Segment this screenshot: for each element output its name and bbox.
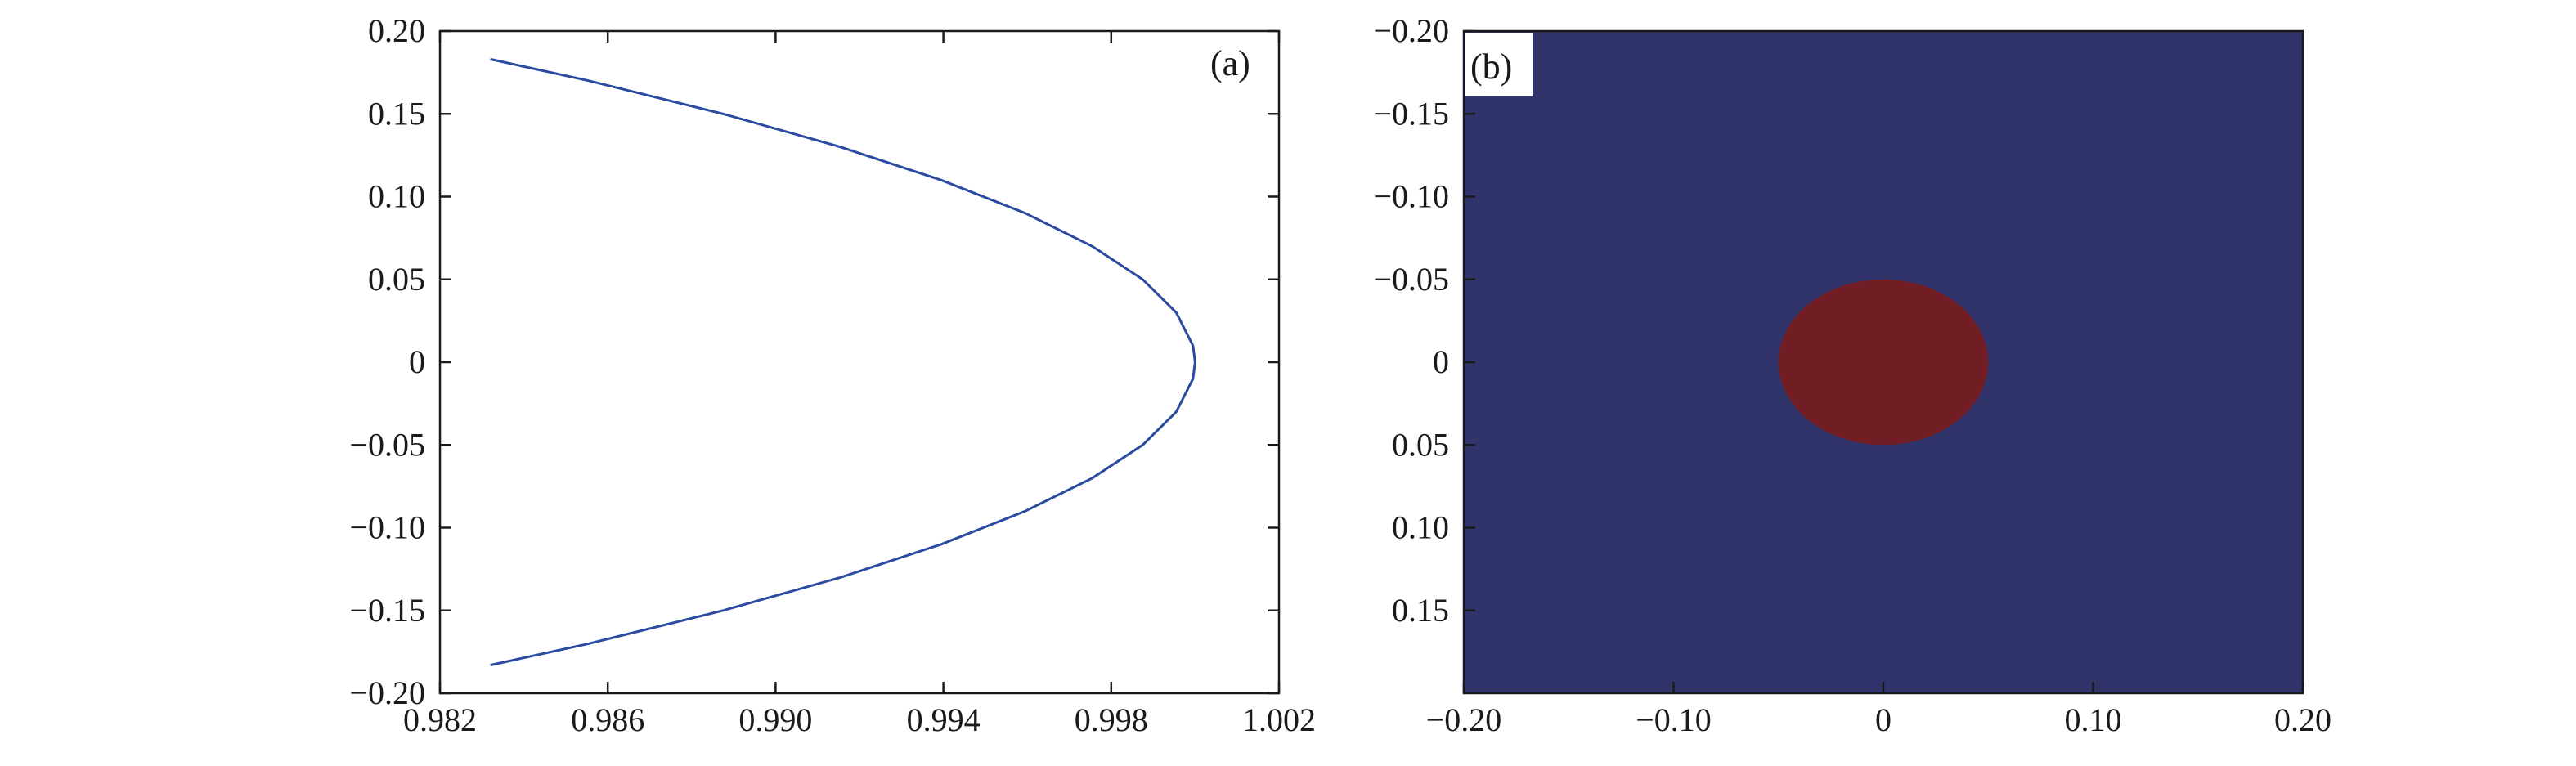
panel-b-central-region xyxy=(1778,279,1989,446)
panel-b-x-tick-label: 0.20 xyxy=(2274,701,2331,738)
panel-b-heatmap-plot: −0.20 −0.10 0 0.10 0.20 −0.20 −0.15 −0.10 −0.05… xyxy=(1373,12,2331,738)
panel-a-x-tick-label: 0.986 xyxy=(571,701,644,738)
panel-a-y-tick-label: −0.20 xyxy=(349,674,425,711)
panel-a-y-tick-label: −0.15 xyxy=(349,592,425,629)
panel-a-y-tick-label: −0.05 xyxy=(349,426,425,463)
panel-a-label: (a) xyxy=(1210,43,1250,83)
panel-b-x-axis: −0.20 −0.10 0 0.10 0.20 xyxy=(1426,682,2331,738)
panel-a-x-axis: 0.982 0.986 0.990 0.994 0.998 1.002 xyxy=(403,31,1316,738)
panel-b-y-tick-label: 0.15 xyxy=(1392,592,1449,629)
panel-b-x-tick-label: 0 xyxy=(1875,701,1892,738)
panel-b-x-tick-label: 0.10 xyxy=(2065,701,2122,738)
panel-a-parabola-plot: 0.982 0.986 0.990 0.994 0.998 1.002 0.200.150… xyxy=(349,12,1316,738)
panel-a-y-tick-label: 0.20 xyxy=(368,12,425,49)
panel-a-y-tick-label: 0.15 xyxy=(368,95,425,132)
panel-a-y-tick-label: 0.10 xyxy=(368,178,425,215)
panel-a-frame xyxy=(438,29,1281,695)
panel-b-label-box xyxy=(1465,33,1533,96)
panel-a-x-tick-label: 0.990 xyxy=(738,701,812,738)
panel-b-label: (b) xyxy=(1470,47,1512,87)
panel-a-x-tick-label: 0.994 xyxy=(907,701,981,738)
panel-b-x-tick-label: −0.10 xyxy=(1636,701,1712,738)
panel-b-y-tick-label: −0.10 xyxy=(1373,178,1449,215)
panel-b-y-tick-label: 0 xyxy=(1433,343,1449,380)
panel-b-y-tick-label: −0.15 xyxy=(1373,95,1449,132)
panel-a-y-tick-label: −0.10 xyxy=(349,509,425,546)
panel-b-y-tick-label: 0.05 xyxy=(1392,426,1449,463)
panel-b-y-axis: −0.20 −0.15 −0.10 −0.05 0 0.05 0.10 0.15 xyxy=(1373,12,1475,629)
panel-b-y-tick-label: −0.20 xyxy=(1373,12,1449,49)
panel-a-y-tick-label: 0 xyxy=(409,343,425,380)
panel-a-y-tick-label: 0.05 xyxy=(368,261,425,298)
panel-b-y-tick-label: −0.05 xyxy=(1373,261,1449,298)
panel-a-x-tick-label: 0.998 xyxy=(1075,701,1148,738)
panel-a-curve-line xyxy=(490,57,1196,667)
panel-a-x-tick-label: 1.002 xyxy=(1242,701,1316,738)
panel-b-y-tick-label: 0.10 xyxy=(1392,509,1449,546)
panel-a-y-axis: 0.20 0.15 0.10 0.05 0 −0.05 −0.10 −0.15 −0.20 xyxy=(349,12,1279,711)
panel-b-x-tick-label: −0.20 xyxy=(1426,701,1502,738)
panel-a-x-tick-label: 0.982 xyxy=(403,701,477,738)
